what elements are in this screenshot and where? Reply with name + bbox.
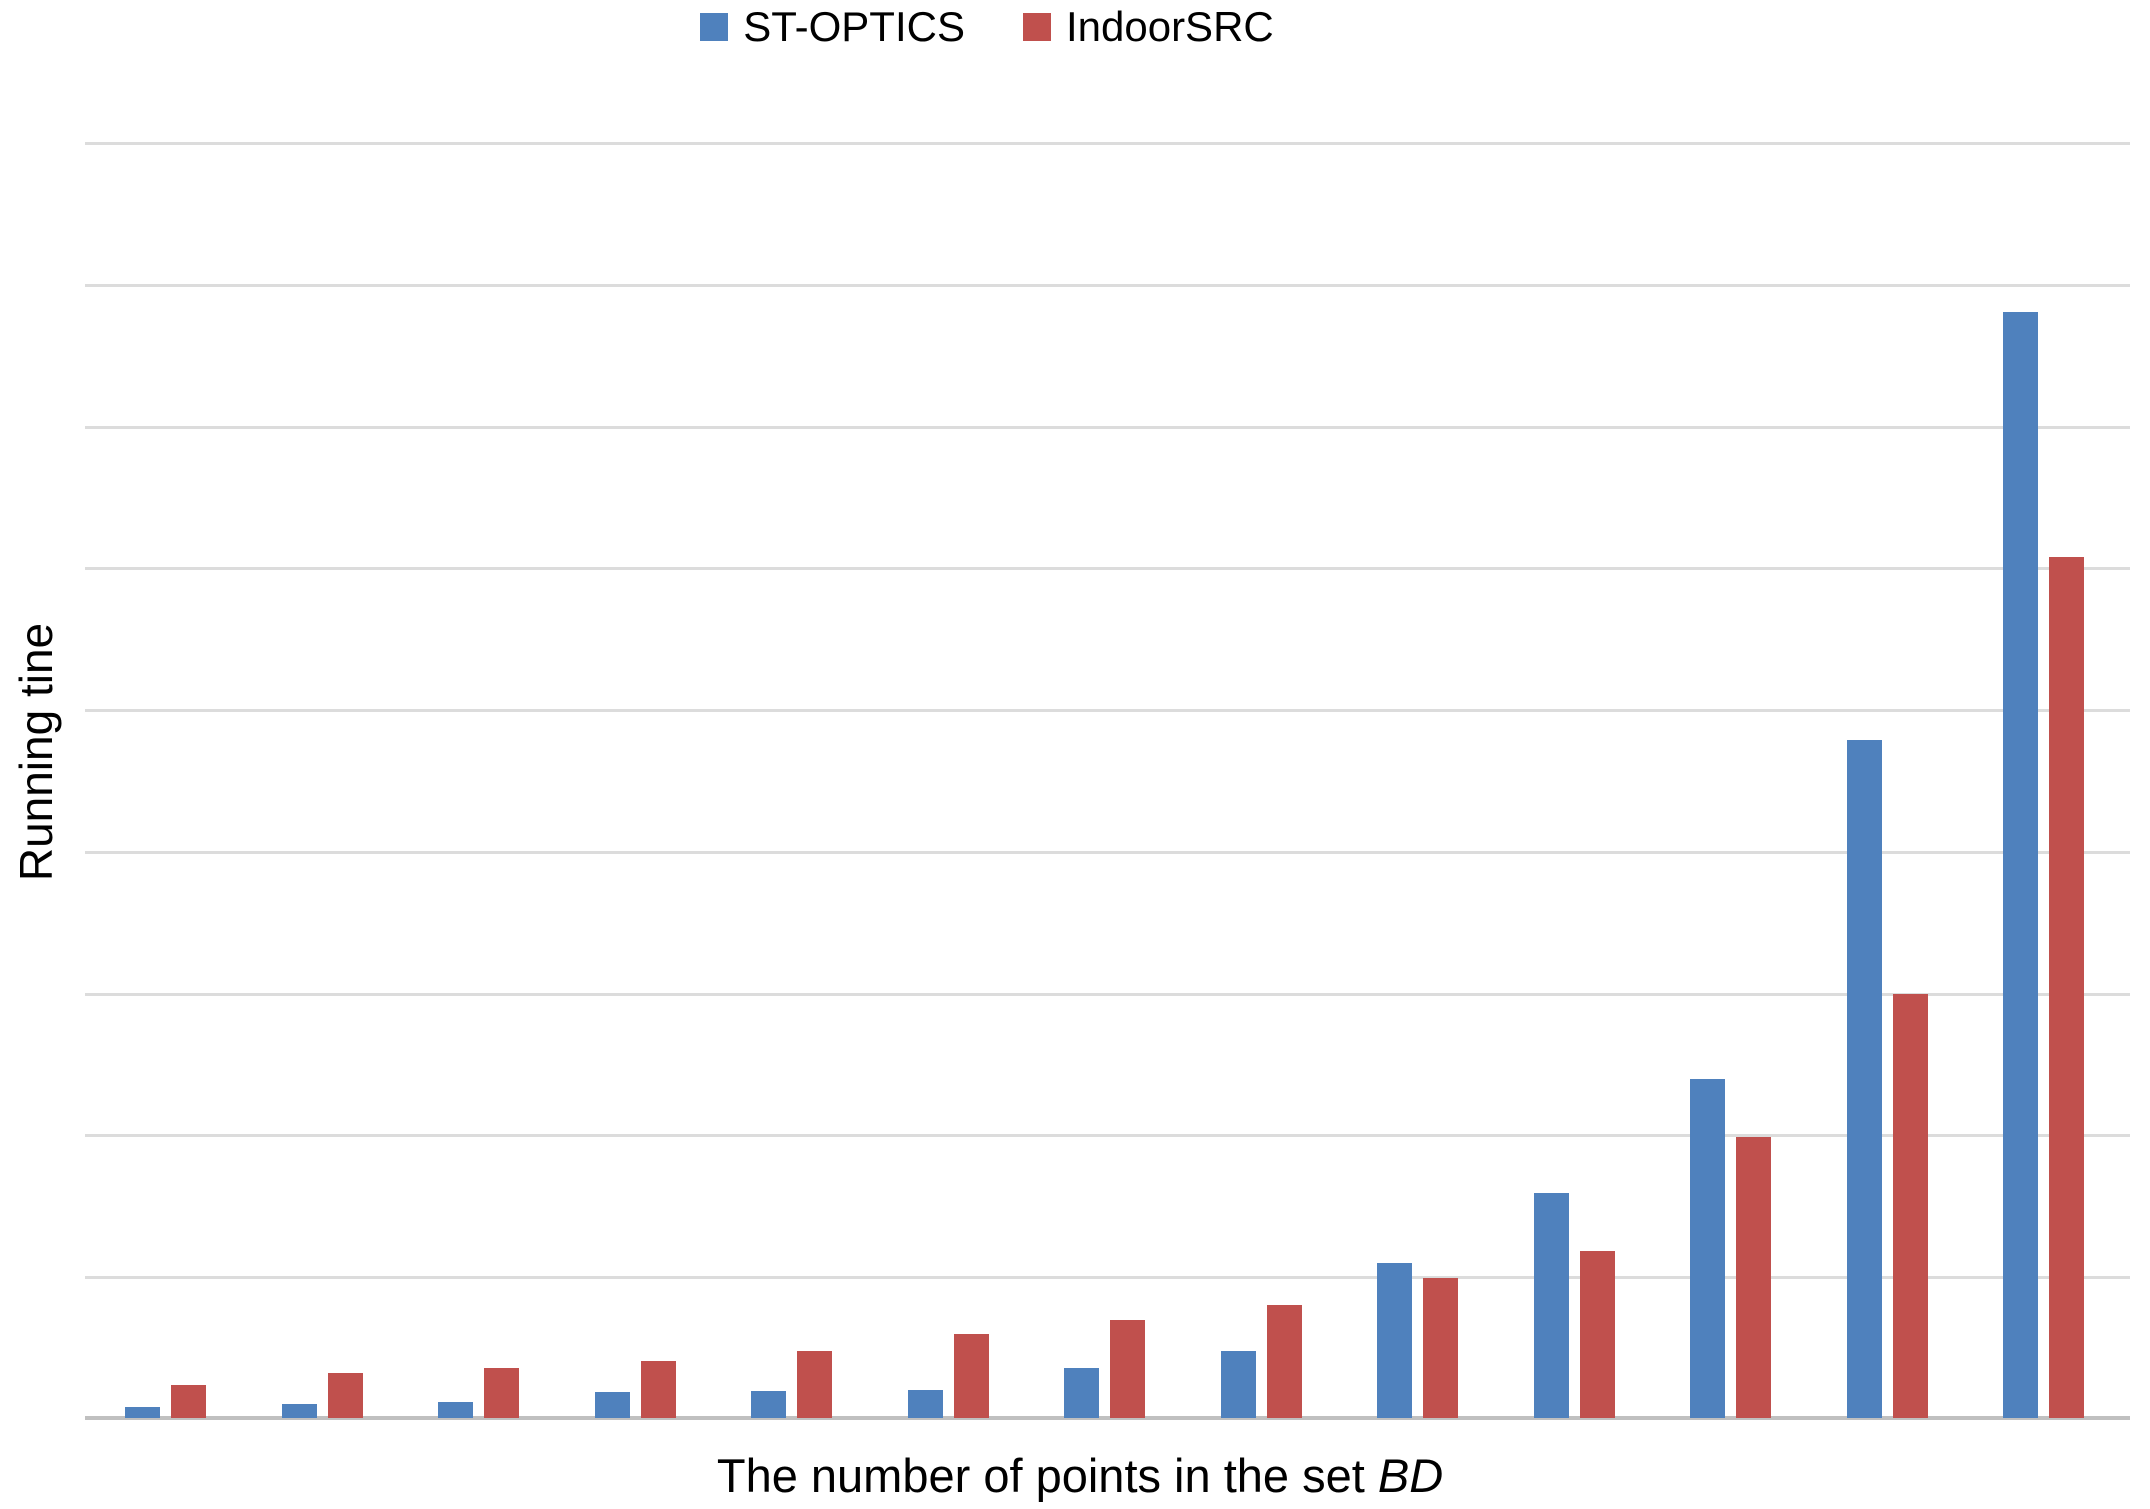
gridline [85, 425, 2130, 429]
legend-swatch-icon [1022, 13, 1051, 41]
gridline [85, 1134, 2130, 1138]
bar-indoorsrc-group-13 [2049, 557, 2084, 1418]
gridline [85, 992, 2130, 996]
bar-indoorsrc-group-12 [1892, 994, 1928, 1418]
legend-swatch-icon [700, 13, 729, 41]
gridline [85, 142, 2130, 145]
legend-item-st-optics: ST-OPTICS [700, 6, 965, 48]
gridline [85, 850, 2130, 854]
gridline [85, 1276, 2130, 1280]
y-axis-title: Running tine [10, 622, 62, 882]
bar-indoorsrc-group-11 [1736, 1137, 1771, 1418]
gridline [85, 567, 2130, 571]
bar-indoorsrc-group-3 [484, 1368, 519, 1418]
bar-st-optics-group-7 [1064, 1368, 1099, 1418]
plot-area [85, 142, 2130, 1420]
bar-st-optics-group-3 [438, 1402, 473, 1418]
x-axis-title-italic-text: BD [1377, 1449, 1444, 1502]
bar-indoorsrc-group-10 [1579, 1250, 1615, 1418]
bar-indoorsrc-group-5 [797, 1351, 832, 1418]
legend-label: ST-OPTICS [743, 3, 965, 50]
x-axis-line [85, 1416, 2130, 1420]
bar-st-optics-group-9 [1377, 1263, 1412, 1418]
bar-st-optics-group-13 [2003, 312, 2038, 1418]
bar-st-optics-group-4 [594, 1392, 630, 1418]
x-axis-title-text: The number of points in the set [716, 1449, 1378, 1502]
bar-st-optics-group-6 [907, 1389, 943, 1418]
gridline [85, 709, 2130, 713]
bar-st-optics-group-2 [281, 1403, 317, 1418]
legend: ST-OPTICS IndoorSRC [0, 6, 2062, 48]
bar-indoorsrc-group-7 [1110, 1320, 1145, 1418]
legend-item-indoorsrc: IndoorSRC [1022, 3, 1274, 50]
bar-st-optics-group-11 [1690, 1079, 1725, 1418]
bar-st-optics-group-8 [1220, 1351, 1256, 1418]
bar-indoorsrc-group-8 [1266, 1304, 1302, 1418]
bar-st-optics-group-5 [751, 1391, 786, 1418]
gridline [85, 283, 2130, 287]
bar-indoorsrc-group-6 [953, 1334, 989, 1418]
bar-indoorsrc-group-9 [1423, 1277, 1458, 1418]
legend-label: IndoorSRC [1065, 3, 1274, 50]
x-axis-title: The number of points in the set BD [717, 1448, 1443, 1503]
bar-indoorsrc-group-1 [171, 1385, 206, 1418]
bar-st-optics-group-10 [1533, 1192, 1569, 1418]
bar-st-optics-group-12 [1846, 740, 1882, 1418]
bar-st-optics-group-1 [125, 1406, 160, 1418]
bar-indoorsrc-group-2 [327, 1372, 363, 1418]
bar-indoorsrc-group-4 [640, 1361, 676, 1418]
